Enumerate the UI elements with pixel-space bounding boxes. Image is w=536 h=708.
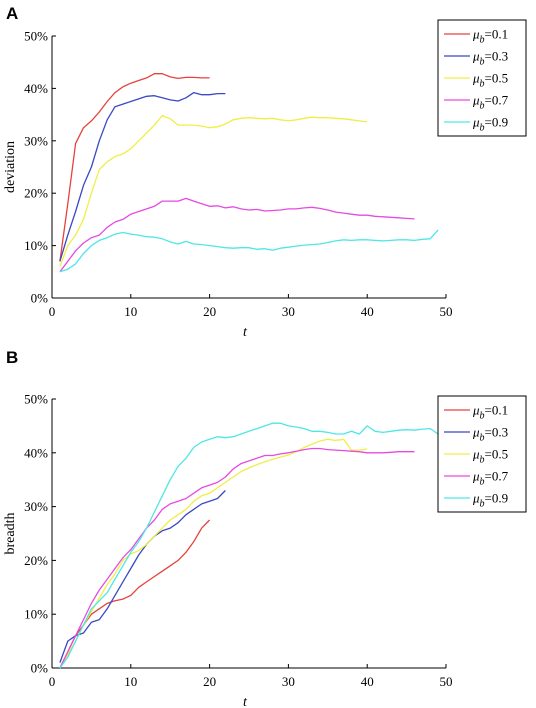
y-tick-label: 10% [24, 238, 48, 253]
x-tick-label: 30 [282, 674, 295, 689]
y-tick-label: 0% [31, 291, 49, 306]
y-tick-label: 20% [24, 553, 48, 568]
deviation-chart: 0 10 20 30 40 50 0% 10% 20% 30% 40% 50% t deviation μb… [3, 19, 527, 340]
y-tick-label: 30% [24, 499, 48, 514]
y-tick-label: 50% [24, 392, 48, 407]
legend-label: μb=0.9 [472, 115, 508, 134]
x-axis-title: t [243, 325, 248, 340]
series-line-mu-0-1 [59, 73, 210, 262]
panel-label-b: B [6, 348, 19, 367]
series-line-mu-0-1 [59, 519, 211, 669]
breadth-chart: 0 10 20 30 40 50 0% 10% 20% 30% 40% 50% t breadth μb=0… [3, 392, 527, 708]
legend-label: μb=0.3 [472, 49, 508, 68]
legend-label: μb=0.1 [472, 27, 508, 46]
y-tick-label: 30% [24, 133, 48, 148]
x-tick-label: 20 [203, 304, 216, 319]
y-tick-label: 40% [24, 81, 48, 96]
series-line-mu-0-7 [59, 197, 415, 273]
x-tick-label: 40 [361, 304, 374, 319]
series-line-mu-0-3 [59, 490, 226, 663]
legend-label: μb=0.9 [472, 491, 508, 510]
y-tick-label: 20% [24, 186, 48, 201]
legend-label: μb=0.7 [472, 93, 509, 112]
y-tick-label: 40% [24, 445, 48, 460]
y-axis-title: deviation [3, 141, 18, 193]
x-tick-label: 10 [124, 674, 137, 689]
series-line-mu-0-9 [59, 229, 439, 273]
x-tick-label: 0 [49, 674, 56, 689]
panel-label-a: A [6, 4, 19, 23]
series-line-mu-0-9 [59, 422, 439, 669]
x-tick-label: 40 [361, 674, 374, 689]
legend: μb=0.1 μb=0.3 μb=0.5 μb=0.7 μb=0.9 [437, 395, 527, 513]
legend: μb=0.1 μb=0.3 μb=0.5 μb=0.7 μb=0.9 [437, 19, 527, 137]
y-tick-label: 10% [24, 607, 48, 622]
legend-label: μb=0.5 [472, 71, 508, 90]
x-tick-label: 20 [203, 674, 216, 689]
y-tick-label: 50% [24, 29, 48, 44]
y-tick-label: 0% [31, 661, 49, 676]
legend-label: μb=0.3 [472, 425, 508, 444]
x-tick-label: 30 [282, 304, 295, 319]
series-line-mu-0-3 [59, 91, 226, 262]
y-axis-title: breadth [3, 513, 18, 555]
x-axis-title: t [243, 695, 248, 708]
series-line-mu-0-5 [59, 438, 368, 669]
series-line-mu-0-5 [59, 114, 368, 267]
legend-label: μb=0.7 [472, 469, 509, 488]
x-tick-label: 0 [49, 304, 56, 319]
x-tick-label: 10 [124, 304, 137, 319]
legend-label: μb=0.1 [472, 403, 508, 422]
x-tick-label: 50 [440, 304, 453, 319]
series-line-mu-0-7 [59, 447, 415, 669]
legend-label: μb=0.5 [472, 447, 508, 466]
x-tick-label: 50 [440, 674, 453, 689]
